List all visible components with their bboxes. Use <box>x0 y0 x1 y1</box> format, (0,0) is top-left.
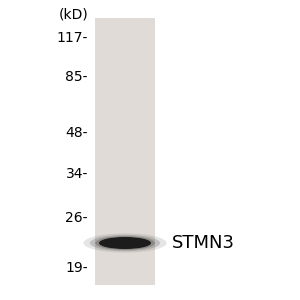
Ellipse shape <box>90 235 160 251</box>
Text: 26-: 26- <box>65 211 88 225</box>
Ellipse shape <box>95 236 155 250</box>
Text: 85-: 85- <box>65 70 88 84</box>
Text: 48-: 48- <box>65 126 88 140</box>
Text: STMN3: STMN3 <box>172 234 235 252</box>
Text: 34-: 34- <box>66 167 88 181</box>
Text: 19-: 19- <box>65 261 88 275</box>
Text: (kD): (kD) <box>58 7 88 21</box>
Text: 117-: 117- <box>57 31 88 45</box>
Bar <box>95 18 155 285</box>
Ellipse shape <box>99 237 151 249</box>
Ellipse shape <box>83 233 166 253</box>
